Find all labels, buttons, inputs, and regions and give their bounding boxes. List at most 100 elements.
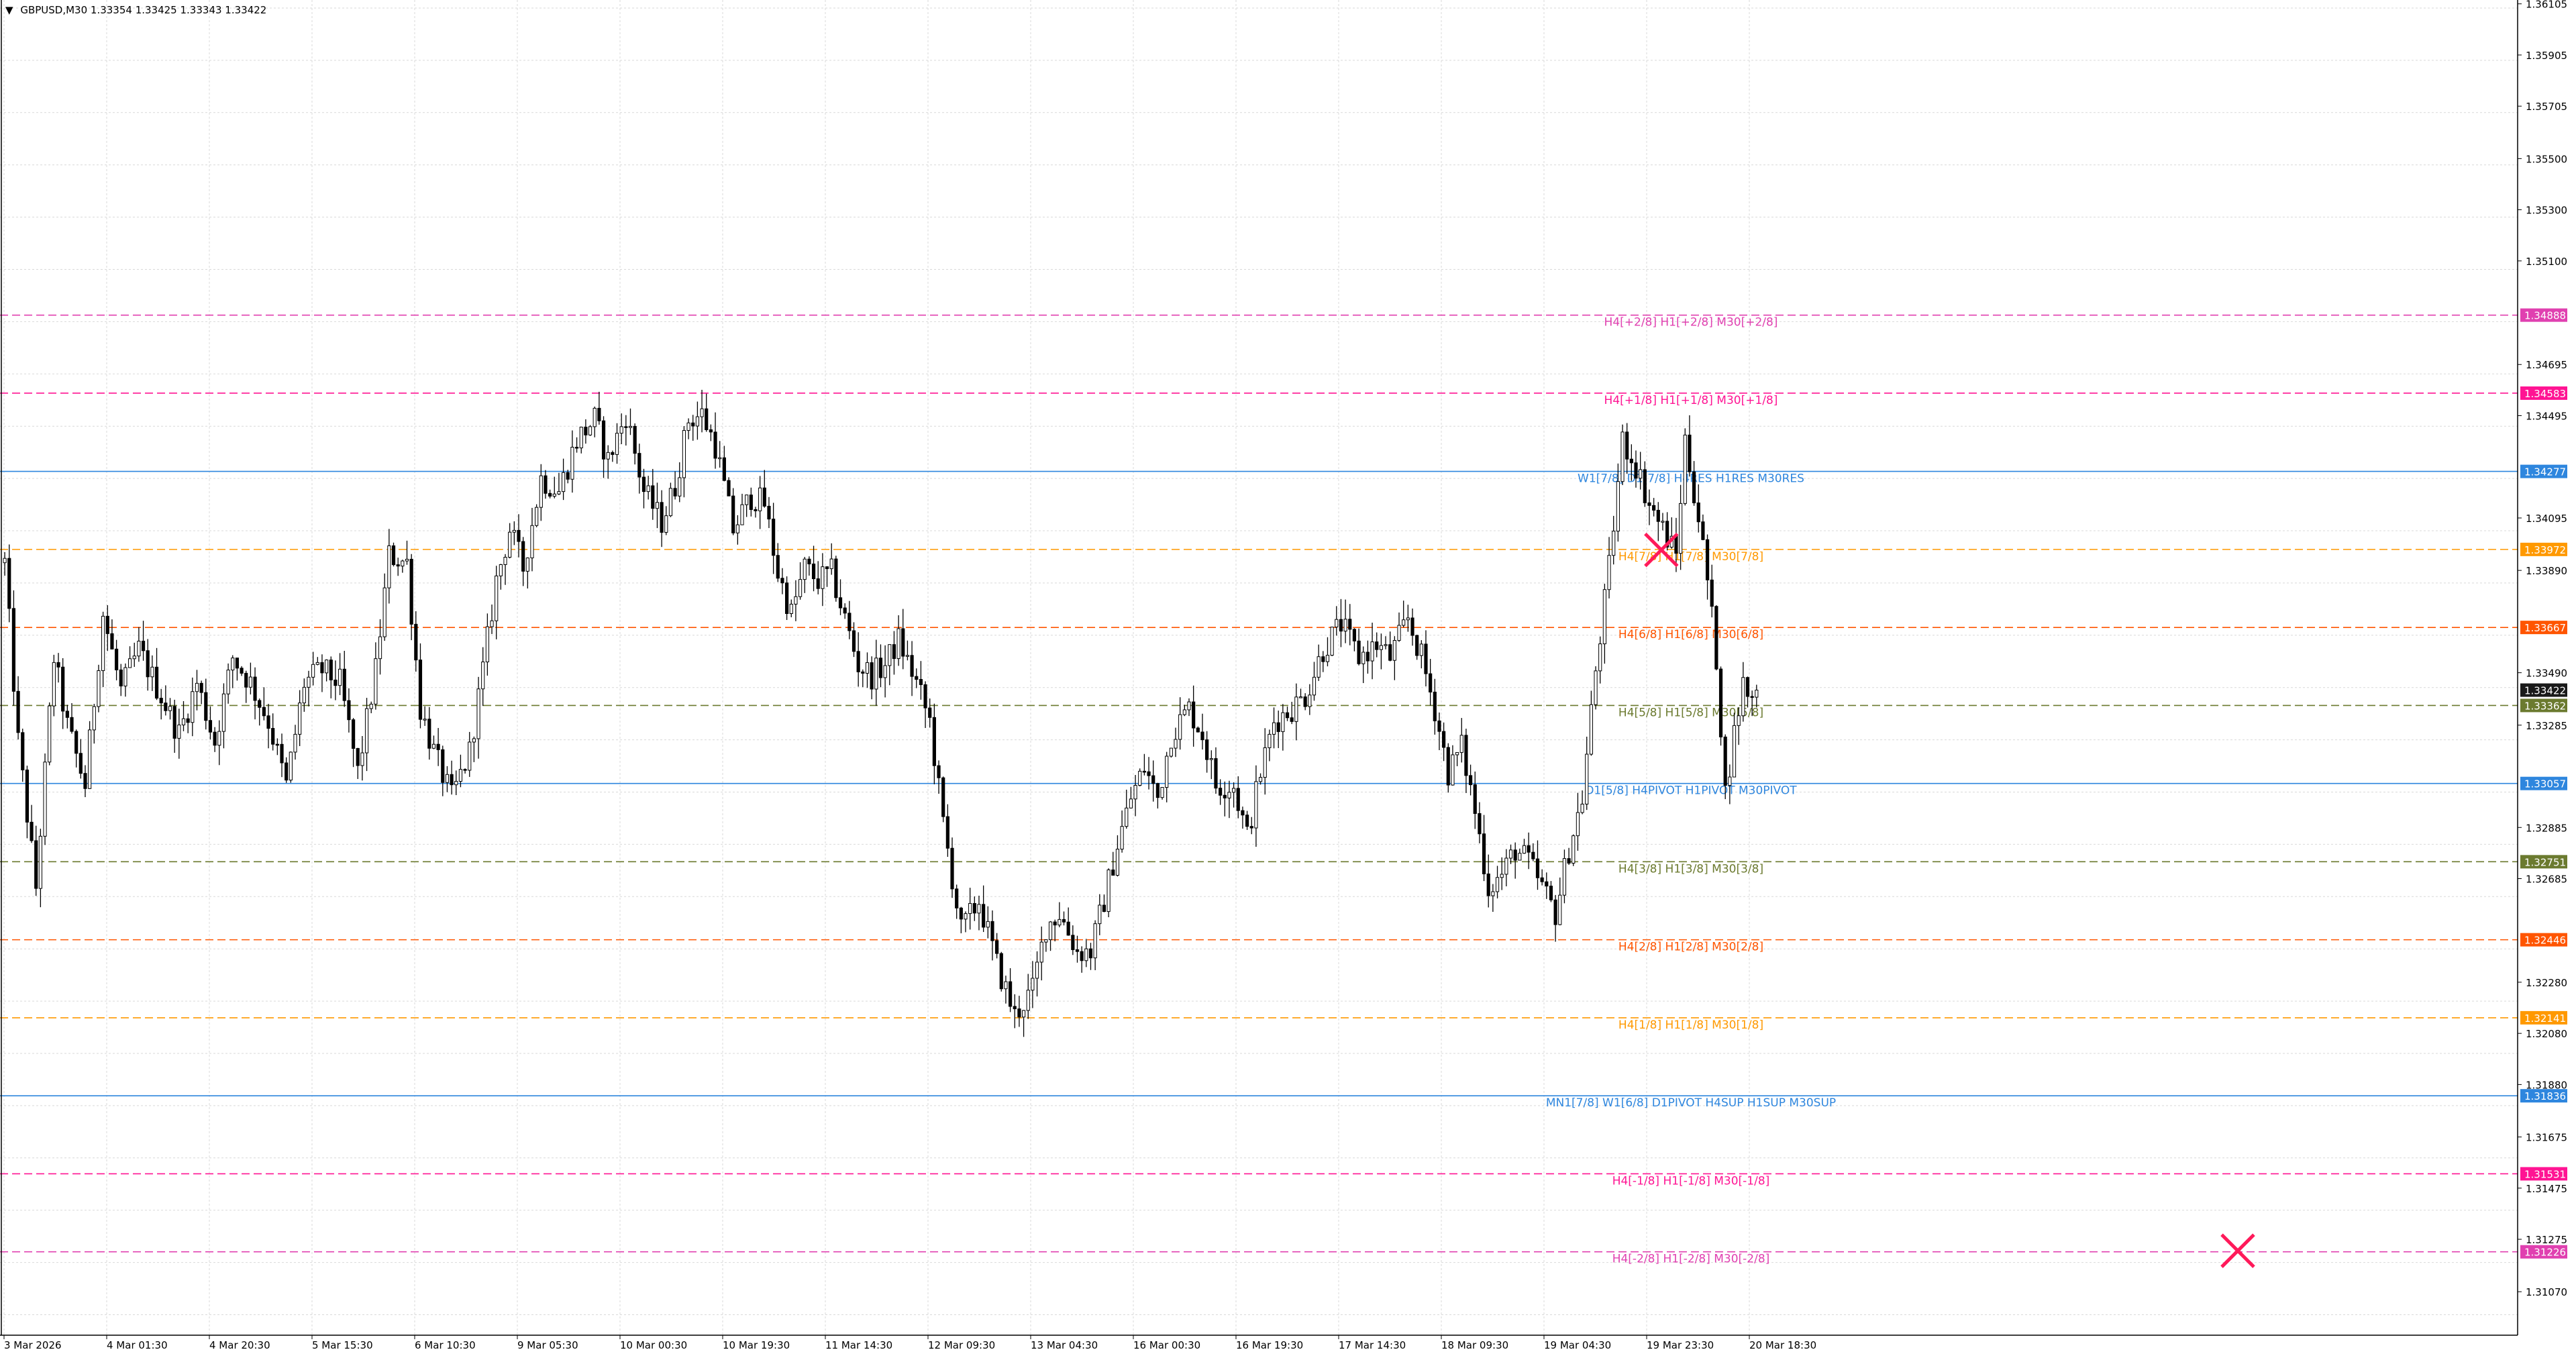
candle-body bbox=[601, 420, 606, 460]
collapse-arrow-icon[interactable]: ▼ bbox=[5, 4, 13, 16]
candle-body bbox=[539, 475, 543, 508]
candle-body bbox=[1312, 676, 1317, 696]
level-label: H4[1/8] H1[1/8] M30[1/8] bbox=[1618, 1019, 1763, 1032]
candle-body bbox=[878, 658, 883, 678]
candle-body bbox=[1375, 641, 1379, 650]
candle-body bbox=[615, 433, 619, 455]
candle-body bbox=[700, 408, 704, 417]
price-tag bbox=[2520, 1245, 2567, 1259]
level-label: H4[6/8] H1[6/8] M30[6/8] bbox=[1618, 628, 1763, 641]
candle-body bbox=[1406, 617, 1410, 621]
level-label: H4[-1/8] H1[-1/8] M30[-1/8] bbox=[1612, 1174, 1770, 1188]
candle-body bbox=[789, 603, 793, 614]
price-tag bbox=[2520, 308, 2567, 322]
candle-body bbox=[1044, 939, 1048, 943]
candle-body bbox=[199, 682, 203, 693]
candle-body bbox=[758, 487, 762, 511]
candle-body bbox=[1553, 899, 1557, 925]
candle-body bbox=[745, 494, 749, 505]
candle-body bbox=[240, 668, 244, 674]
candle-body bbox=[619, 426, 623, 434]
candle-body bbox=[562, 472, 566, 492]
candle-body bbox=[1558, 894, 1562, 925]
price-tag bbox=[2520, 621, 2567, 635]
candle-body bbox=[1392, 640, 1396, 661]
candle-body bbox=[356, 747, 360, 766]
candle-body bbox=[673, 488, 677, 497]
candle-body bbox=[141, 641, 146, 651]
candle-body bbox=[61, 666, 65, 712]
candle-body bbox=[1607, 555, 1611, 590]
candle-body bbox=[204, 692, 208, 721]
candle-body bbox=[1433, 691, 1437, 721]
candle-body bbox=[798, 579, 803, 597]
candle-body bbox=[695, 416, 700, 427]
candle-body bbox=[266, 715, 270, 729]
price-tick-label: 1.33890 bbox=[2526, 565, 2567, 577]
level-label: H4[7/8] H1[7/8] M30[7/8] bbox=[1618, 550, 1763, 564]
candle-body bbox=[159, 698, 163, 704]
level-lines: H4[+2/8] H1[+2/8] M30[+2/8] H4[+1/8] H1[+… bbox=[0, 314, 2518, 1266]
candles bbox=[3, 389, 1759, 1037]
candle-body bbox=[3, 558, 7, 564]
candle-body bbox=[43, 762, 47, 837]
time-tick-label: 10 Mar 00:30 bbox=[620, 1339, 687, 1351]
candle-body bbox=[1048, 921, 1053, 941]
candle-body bbox=[1580, 803, 1584, 813]
candle-body bbox=[1562, 858, 1567, 896]
level-label: H4[5/8] H1[5/8] M30[5/8] bbox=[1618, 706, 1763, 719]
time-tick-label: 13 Mar 04:30 bbox=[1031, 1339, 1098, 1351]
candle-body bbox=[1429, 673, 1433, 692]
price-tag-label: 1.32141 bbox=[2524, 1012, 2566, 1025]
candle-body bbox=[678, 477, 682, 497]
candle-body bbox=[651, 485, 655, 509]
price-tag-label: 1.33362 bbox=[2524, 700, 2566, 712]
candle-body bbox=[611, 452, 615, 455]
candle-body bbox=[302, 686, 306, 704]
time-tick-label: 16 Mar 00:30 bbox=[1133, 1339, 1200, 1351]
candle-body bbox=[405, 558, 409, 562]
candle-body bbox=[941, 777, 945, 817]
time-tick-label: 9 Mar 05:30 bbox=[517, 1339, 578, 1351]
price-tick-label: 1.32280 bbox=[2526, 977, 2567, 989]
candle-body bbox=[1102, 904, 1106, 912]
candle-body bbox=[566, 472, 570, 480]
candle-body bbox=[1415, 635, 1419, 656]
candle-body bbox=[289, 751, 293, 781]
candle-body bbox=[221, 693, 226, 732]
candle-body bbox=[945, 816, 949, 849]
price-tick-label: 1.35705 bbox=[2526, 101, 2567, 113]
candle-body bbox=[838, 597, 843, 609]
candle-body bbox=[1249, 826, 1253, 829]
price-tick-label: 1.34695 bbox=[2526, 359, 2567, 371]
level-label: H4[+2/8] H1[+2/8] M30[+2/8] bbox=[1604, 316, 1778, 329]
candle-body bbox=[1187, 701, 1191, 711]
candle-body bbox=[329, 660, 333, 680]
candle-body bbox=[1674, 535, 1678, 554]
candle-body bbox=[83, 773, 87, 789]
candle-body bbox=[450, 774, 454, 786]
candle-body bbox=[834, 558, 838, 598]
candle-body bbox=[1276, 722, 1280, 732]
candle-body bbox=[1080, 951, 1084, 961]
time-tick-label: 4 Mar 01:30 bbox=[107, 1339, 168, 1351]
candle-body bbox=[1017, 1008, 1021, 1018]
candle-body bbox=[517, 529, 521, 542]
candle-body bbox=[1451, 754, 1455, 786]
candle-body bbox=[552, 493, 556, 497]
candle-body bbox=[1594, 670, 1598, 705]
candle-body bbox=[333, 679, 338, 686]
candle-body bbox=[1612, 531, 1616, 556]
candle-body bbox=[1031, 978, 1035, 991]
price-tag bbox=[2520, 464, 2567, 478]
candle-body bbox=[718, 457, 722, 460]
candle-body bbox=[641, 476, 646, 492]
candle-body bbox=[932, 717, 936, 766]
candle-body bbox=[772, 519, 776, 556]
candle-body bbox=[1290, 717, 1294, 722]
candle-body bbox=[1088, 948, 1093, 959]
candle-body bbox=[1572, 835, 1576, 864]
candle-body bbox=[910, 655, 914, 677]
